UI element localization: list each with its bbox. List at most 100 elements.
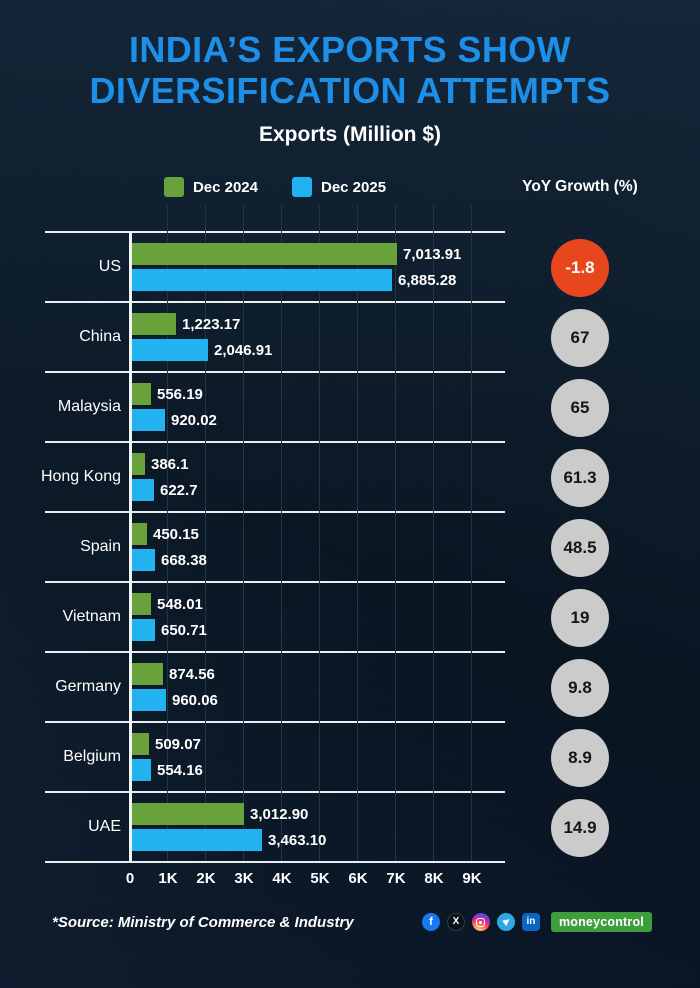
bar-group: 450.15 668.38 [130,513,505,581]
icon-glyph: f [429,915,433,928]
y-axis-line [129,231,132,862]
yoy-cell: 14.9 [505,793,655,863]
bar-value-label: 2,046.91 [214,341,273,359]
country-label: Belgium [63,748,121,766]
bar-value-label: 556.19 [157,385,203,403]
x-axis-tick: 9K [462,870,482,888]
legend-swatch-blue [292,177,312,198]
legend-item-dec-2024: Dec 2024 [163,177,258,198]
country-label: China [79,328,121,346]
bar-group: 3,012.90 3,463.10 [130,793,505,861]
yoy-cell: 61.3 [505,443,655,513]
instagram-icon[interactable] [471,913,490,932]
bar-group: 386.1 622.7 [130,443,505,511]
yoy-cell: 9.8 [505,653,655,723]
bar-value-label: 960.06 [172,691,218,709]
country-label: Vietnam [62,608,121,626]
bar-dec-2024 [130,733,149,756]
x-axis-tick: 4K [272,870,292,888]
yoy-badge: 67 [551,309,609,368]
yoy-growth-header: YoY Growth (%) [522,178,638,196]
bar-value-label: 622.7 [160,481,198,499]
country-label: Malaysia [57,398,121,416]
page-title: INDIA’S EXPORTS SHOW DIVERSIFICATION ATTE… [0,29,700,111]
gridline [433,205,434,862]
x-axis-tick: 8K [424,870,444,888]
bar-dec-2025 [130,689,166,712]
bar-value-label: 548.01 [157,595,203,613]
bar-dec-2025 [130,549,155,572]
bar-value-label: 920.02 [171,411,217,429]
legend-swatch-green [163,177,184,198]
chart-row-germany: Germany 874.56 960.06 [45,651,505,721]
bar-group: 7,013.91 6,885.28 [130,233,505,301]
x-axis-tick: 1K [158,870,178,888]
gridline [167,205,168,862]
icon-glyph: ▶ [501,915,512,927]
facebook-icon[interactable]: f [421,913,440,932]
chart-row-uae: UAE 3,012.90 3,463.10 [45,791,505,861]
gridline [395,205,396,862]
title-line-2: DIVERSIFICATION ATTEMPTS [89,69,611,111]
x-axis-tick: 7K [386,870,406,888]
chart-row-belgium: Belgium 509.07 554.16 [45,721,505,791]
social-bar: f X ▶ in moneycontrol [421,912,652,933]
linkedin-icon[interactable]: in [521,913,540,932]
yoy-cell: 65 [505,373,655,443]
yoy-badge: 61.3 [551,449,609,508]
bar-value-label: 450.15 [153,525,199,543]
x-axis-tick: 0 [125,870,135,888]
bar-value-label: 3,463.10 [268,831,327,849]
bar-group: 509.07 554.16 [130,723,505,791]
gridline [319,205,320,862]
chart-row-us: US 7,013.91 6,885.28 [45,231,505,301]
gridline [471,205,472,862]
bar-group: 874.56 960.06 [130,653,505,721]
bar-dec-2025 [130,479,154,502]
chart-left: US 7,013.91 6,885.28 China 1,223.17 2,046.91 M… [41,205,505,892]
moneycontrol-logo[interactable]: moneycontrol [550,912,652,933]
x-axis-tick: 3K [234,870,254,888]
yoy-cell: 67 [505,303,655,373]
bar-dec-2024 [130,803,244,826]
x-axis-tick: 5K [310,870,330,888]
bar-dec-2024 [130,313,176,336]
x-axis-tick: 6K [348,870,368,888]
telegram-icon[interactable]: ▶ [496,913,515,932]
gridline [243,205,244,862]
bar-value-label: 554.16 [157,761,203,779]
bar-value-label: 7,013.91 [403,245,462,263]
gridline [205,205,206,862]
bar-value-label: 668.38 [161,551,207,569]
country-label: Spain [80,538,121,556]
bar-value-label: 1,223.17 [182,315,241,333]
legend-label-dec-2024: Dec 2024 [192,178,258,196]
chart-row-china: China 1,223.17 2,046.91 [45,301,505,371]
bar-dec-2024 [130,243,397,266]
country-label: US [98,258,121,276]
plot-area: US 7,013.91 6,885.28 China 1,223.17 2,046.91 M… [41,205,505,864]
chart-area: US 7,013.91 6,885.28 China 1,223.17 2,046.91 M… [41,205,655,892]
footer: *Source: Ministry of Commerce & Industry… [52,912,652,933]
bar-dec-2024 [130,593,151,616]
x-axis-tick: 2K [196,870,216,888]
bar-value-label: 650.71 [161,621,207,639]
yoy-badge: 48.5 [551,519,609,578]
bar-value-label: 6,885.28 [398,271,457,289]
yoy-cell: -1.8 [505,233,655,303]
yoy-cell: 8.9 [505,723,655,793]
social-icons: f X ▶ in [421,913,540,932]
chart-subtitle: Exports (Million $) [258,123,441,147]
yoy-badge: -1.8 [551,239,609,298]
bar-group: 548.01 650.71 [130,583,505,651]
title-line-1: INDIA’S EXPORTS SHOW [128,29,572,70]
x-icon[interactable]: X [446,913,465,932]
yoy-growth-column: -1.8 67 65 61.3 48.5 19 9.8 8.9 14.9 [505,231,655,892]
bar-dec-2025 [130,759,151,782]
yoy-cell: 48.5 [505,513,655,583]
bar-dec-2025 [130,339,208,362]
bar-value-label: 874.56 [169,665,215,683]
country-label: UAE [88,818,121,836]
yoy-badge: 8.9 [551,729,609,788]
bar-group: 556.19 920.02 [130,373,505,441]
